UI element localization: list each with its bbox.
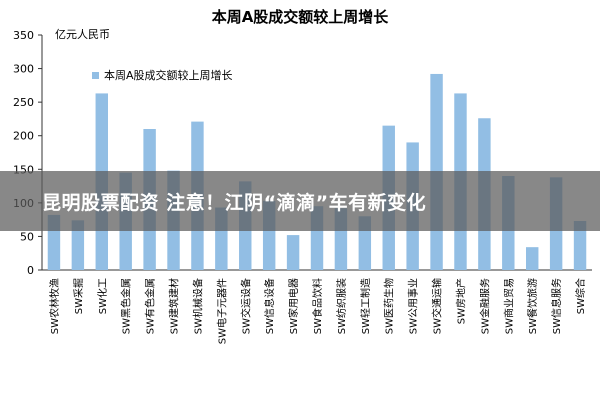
legend-label: 本周A股成交额较上周增长 [104,68,233,82]
x-tick-label: SW交通运输 [431,278,444,334]
x-tick-label: SW有色金属 [144,278,157,334]
y-tick-label: 250 [13,96,34,109]
x-tick-label: SW综合 [574,278,587,314]
x-tick-label: SW食品饮料 [311,278,324,334]
y-tick-label: 200 [13,130,34,143]
x-tick-label: SW房地产 [454,278,467,324]
bar [526,247,539,270]
x-tick-label: SW餐饮旅游 [526,278,539,334]
x-tick-label: SW公用事业 [407,278,420,334]
x-tick-label: SW黑色金属 [120,278,133,334]
x-tick-label: SW采掘 [72,278,85,314]
x-tick-label: SW信息设备 [263,278,276,334]
bar [71,220,85,270]
y-axis-label: 亿元人民币 [55,28,110,41]
y-tick-label: 0 [27,264,34,277]
x-tick-label: SW轻工制造 [359,278,372,334]
legend-swatch [92,72,99,79]
bar [573,220,587,270]
x-tick-label: SW信息服务 [550,278,563,334]
y-tick-label: 350 [13,29,34,42]
chart-title: 本周A股成交额较上周增长 [212,8,390,26]
y-tick-label: 300 [13,63,34,76]
bar [286,235,300,270]
x-tick-label: SW电子元器件 [215,278,228,344]
x-tick-label: SW家用电器 [287,278,300,334]
x-tick-label: SW建筑建材 [168,278,181,334]
x-tick-label: SW化工 [96,278,109,314]
headline-text[interactable]: 昆明股票配资 注意！江阴“滴滴”车有新变化 [42,191,427,214]
headline-banner[interactable]: 昆明股票配资 注意！江阴“滴滴”车有新变化 [0,171,600,231]
y-tick-label: 50 [20,230,34,243]
x-tick-label: SW农林牧渔 [48,278,61,334]
x-tick-label: SW交运设备 [239,278,252,334]
x-tick-label: SW医药生物 [383,278,396,334]
x-tick-label: SW纺织服装 [335,278,348,334]
x-tick-label: SW金融服务 [478,278,491,334]
x-tick-label: SW机械设备 [191,278,204,334]
x-tick-label: SW商业贸易 [502,278,515,334]
